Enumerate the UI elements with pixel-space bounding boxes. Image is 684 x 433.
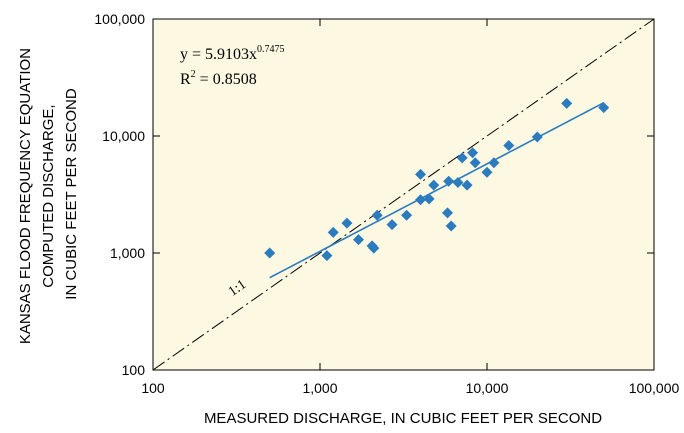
data-point xyxy=(352,234,364,246)
data-point xyxy=(368,242,380,254)
data-point xyxy=(445,220,457,232)
data-point xyxy=(423,193,435,205)
data-point xyxy=(264,247,276,259)
data-point xyxy=(371,209,383,221)
equation-text: y = 5.9103x0.7475 xyxy=(180,44,285,63)
r-squared-superscript: 2 xyxy=(191,69,196,80)
data-point xyxy=(441,207,453,219)
x-axis-title: MEASURED DISCHARGE, IN CUBIC FEET PER SE… xyxy=(204,410,602,427)
data-point xyxy=(456,152,468,164)
data-point xyxy=(327,226,339,238)
data-point xyxy=(415,168,427,180)
x-tick-label: 10,000 xyxy=(466,380,509,396)
data-point xyxy=(531,131,543,143)
data-point xyxy=(443,175,455,187)
equation-main: y = 5.9103x xyxy=(180,46,257,63)
x-tick-label: 1,000 xyxy=(302,380,337,396)
data-point xyxy=(428,179,440,191)
data-point xyxy=(469,157,481,169)
data-point xyxy=(401,209,413,221)
r-squared-text: R2 = 0.8508 xyxy=(180,69,257,88)
data-point xyxy=(321,250,333,262)
data-point xyxy=(481,166,493,178)
data-point xyxy=(503,139,515,151)
data-point xyxy=(415,194,427,206)
data-point xyxy=(598,102,610,114)
data-point xyxy=(386,219,398,231)
x-tick-label: 100 xyxy=(141,380,165,396)
data-point xyxy=(452,177,464,189)
y-axis-title-line-1: KANSAS FLOOD FREQUENCY EQUATION xyxy=(17,48,34,344)
r-squared-label: R xyxy=(180,71,191,88)
one-to-one-line xyxy=(152,18,655,371)
trend-line-group xyxy=(269,102,605,279)
equation-exponent: 0.7475 xyxy=(257,44,285,55)
y-axis-title-line-2: COMPUTED DISCHARGE, xyxy=(40,104,57,287)
data-point xyxy=(467,147,479,159)
data-point xyxy=(341,217,353,229)
axis-ticks: 100 1,000 10,000 100,000 100 1,000 10,000 100,0… xyxy=(94,11,679,396)
data-point xyxy=(461,179,473,191)
regression-line xyxy=(269,102,605,279)
x-tick-label: 100,000 xyxy=(629,380,680,396)
data-points xyxy=(264,97,610,262)
y-tick-label: 100,000 xyxy=(94,11,145,27)
y-axis-title: KANSAS FLOOD FREQUENCY EQUATION COMPUTED… xyxy=(17,44,80,344)
y-tick-label: 10,000 xyxy=(102,128,145,144)
y-tick-label: 100 xyxy=(122,362,146,378)
data-point xyxy=(561,97,573,109)
y-tick-label: 1,000 xyxy=(110,245,145,261)
y-axis-title-line-3: IN CUBIC FEET PER SECOND xyxy=(63,88,80,300)
data-point xyxy=(488,157,500,169)
r-squared-value: = 0.8508 xyxy=(196,71,257,88)
